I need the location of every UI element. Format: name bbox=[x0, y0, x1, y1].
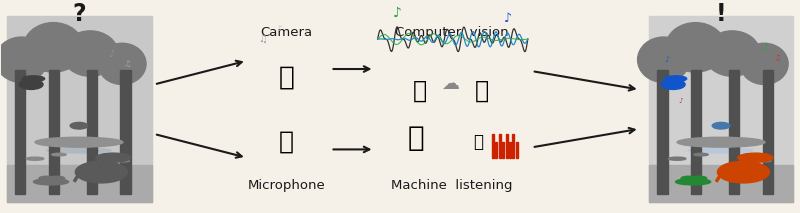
Text: 🦊: 🦊 bbox=[474, 133, 483, 151]
Circle shape bbox=[681, 176, 697, 180]
Bar bbox=[657, 70, 667, 194]
Ellipse shape bbox=[689, 148, 753, 153]
Bar bbox=[649, 165, 793, 202]
Ellipse shape bbox=[718, 161, 770, 183]
Text: Machine  listening: Machine listening bbox=[391, 179, 513, 192]
Circle shape bbox=[49, 176, 65, 180]
Circle shape bbox=[39, 176, 55, 180]
Ellipse shape bbox=[675, 179, 710, 185]
Ellipse shape bbox=[23, 23, 83, 72]
Ellipse shape bbox=[70, 122, 88, 129]
Ellipse shape bbox=[26, 157, 44, 160]
Bar bbox=[492, 134, 494, 158]
Text: Computer  vision: Computer vision bbox=[395, 26, 509, 39]
Text: ♪: ♪ bbox=[393, 6, 402, 20]
Text: !: ! bbox=[716, 2, 726, 26]
Text: ♫: ♫ bbox=[773, 53, 781, 62]
Ellipse shape bbox=[666, 23, 726, 72]
Circle shape bbox=[96, 153, 131, 162]
Ellipse shape bbox=[694, 153, 708, 156]
Ellipse shape bbox=[704, 31, 760, 76]
Text: ♪: ♪ bbox=[504, 12, 512, 25]
Circle shape bbox=[664, 76, 686, 82]
Ellipse shape bbox=[0, 37, 47, 82]
Ellipse shape bbox=[35, 137, 123, 147]
Ellipse shape bbox=[62, 31, 118, 76]
Bar bbox=[516, 142, 518, 158]
Text: Microphone: Microphone bbox=[248, 179, 326, 192]
Bar bbox=[7, 16, 153, 202]
Bar bbox=[502, 142, 504, 158]
Circle shape bbox=[690, 176, 706, 180]
Bar bbox=[49, 70, 59, 194]
Ellipse shape bbox=[117, 160, 130, 162]
Ellipse shape bbox=[47, 148, 111, 153]
Ellipse shape bbox=[638, 37, 690, 82]
Bar bbox=[15, 70, 26, 194]
Bar bbox=[7, 165, 153, 202]
Bar bbox=[512, 134, 514, 158]
Ellipse shape bbox=[677, 137, 765, 147]
Text: ♪: ♪ bbox=[762, 42, 768, 52]
Text: ♫: ♫ bbox=[258, 34, 267, 44]
Ellipse shape bbox=[668, 157, 686, 160]
Bar bbox=[506, 134, 507, 158]
Bar bbox=[690, 70, 701, 194]
Text: 🐸: 🐸 bbox=[413, 79, 427, 103]
Text: ☁: ☁ bbox=[442, 75, 459, 94]
Bar bbox=[649, 16, 793, 202]
Bar bbox=[498, 134, 501, 158]
Text: 📷: 📷 bbox=[279, 129, 294, 153]
Bar bbox=[121, 70, 131, 194]
Ellipse shape bbox=[712, 122, 730, 129]
Ellipse shape bbox=[98, 43, 146, 85]
Text: ♪: ♪ bbox=[276, 24, 282, 33]
Text: ♪: ♪ bbox=[664, 55, 670, 64]
Ellipse shape bbox=[758, 160, 771, 162]
Ellipse shape bbox=[99, 155, 115, 158]
Text: ?: ? bbox=[72, 2, 86, 26]
Text: Camera: Camera bbox=[261, 26, 313, 39]
Ellipse shape bbox=[741, 155, 757, 158]
Bar bbox=[762, 70, 773, 194]
Bar bbox=[509, 142, 511, 158]
Ellipse shape bbox=[661, 79, 685, 89]
Ellipse shape bbox=[52, 153, 66, 156]
Text: ♪: ♪ bbox=[679, 98, 683, 104]
Text: 🐦: 🐦 bbox=[475, 79, 490, 103]
Text: 🦊: 🦊 bbox=[408, 124, 424, 152]
Ellipse shape bbox=[740, 43, 788, 85]
Bar bbox=[87, 70, 98, 194]
Ellipse shape bbox=[34, 179, 69, 185]
Text: ♫: ♫ bbox=[123, 59, 130, 68]
Circle shape bbox=[22, 76, 45, 82]
Circle shape bbox=[738, 153, 773, 162]
Bar bbox=[729, 70, 739, 194]
Ellipse shape bbox=[19, 79, 43, 89]
Text: ♪: ♪ bbox=[108, 49, 114, 59]
Text: 🎤: 🎤 bbox=[278, 64, 294, 90]
Ellipse shape bbox=[75, 161, 127, 183]
Bar bbox=[495, 142, 498, 158]
Text: ♪: ♪ bbox=[303, 30, 308, 36]
